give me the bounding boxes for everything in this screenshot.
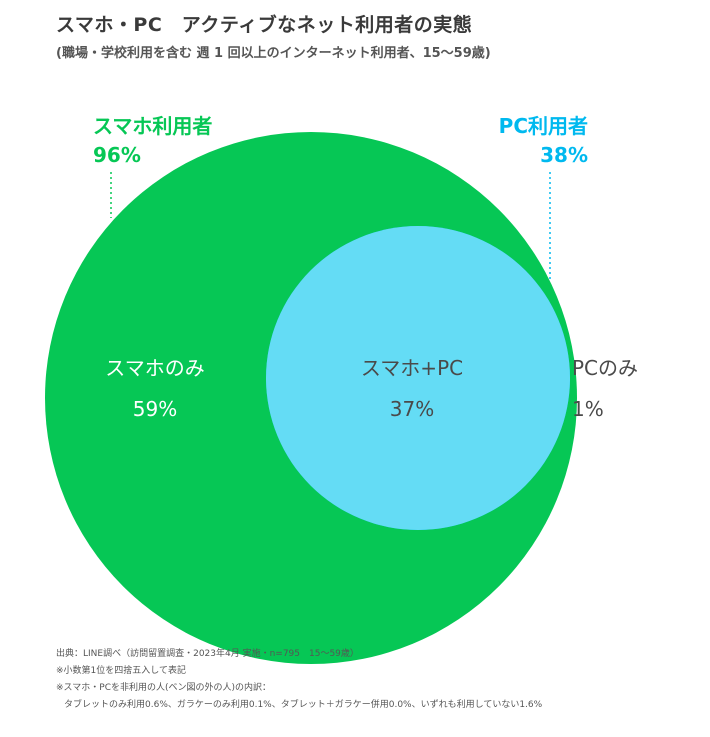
source-note: 出典：LINE調べ（訪問留置調査・2023年4月 実施・n=795 15〜59歳… — [56, 649, 359, 659]
smartphone-set-value: 96% — [93, 143, 141, 167]
footnotes: 出典：LINE調べ（訪問留置調査・2023年4月 実施・n=795 15〜59歳… — [56, 646, 542, 714]
pc-set-label: PC利用者 — [499, 114, 588, 138]
nonuser-note: ※スマホ・PCを非利用の人(ベン図の外の人)の内訳： — [56, 683, 272, 693]
overlap-value: 37% — [390, 397, 434, 421]
pc-only-label: PCのみ — [572, 356, 638, 380]
pc-only-value: 1% — [572, 397, 604, 421]
rounding-note: ※小数第1位を四捨五入して表記 — [56, 666, 186, 676]
overlap-region — [266, 226, 570, 530]
smartphone-set-label: スマホ利用者 — [93, 114, 212, 138]
smartphone-only-value: 59% — [133, 397, 177, 421]
chart-subtitle: (職場・学校利用を含む 週 1 回以上のインターネット利用者、15〜59歳) — [56, 46, 491, 61]
smartphone-only-label: スマホのみ — [105, 356, 204, 380]
pc-set-value: 38% — [540, 143, 588, 167]
nonuser-breakdown-note: タブレットのみ利用0.6%、ガラケーのみ利用0.1%、タブレット＋ガラケー併用0… — [64, 700, 543, 710]
chart-title: スマホ・PC アクティブなネット利用者の実態 — [56, 14, 473, 36]
overlap-label: スマホ+PC — [361, 356, 463, 380]
